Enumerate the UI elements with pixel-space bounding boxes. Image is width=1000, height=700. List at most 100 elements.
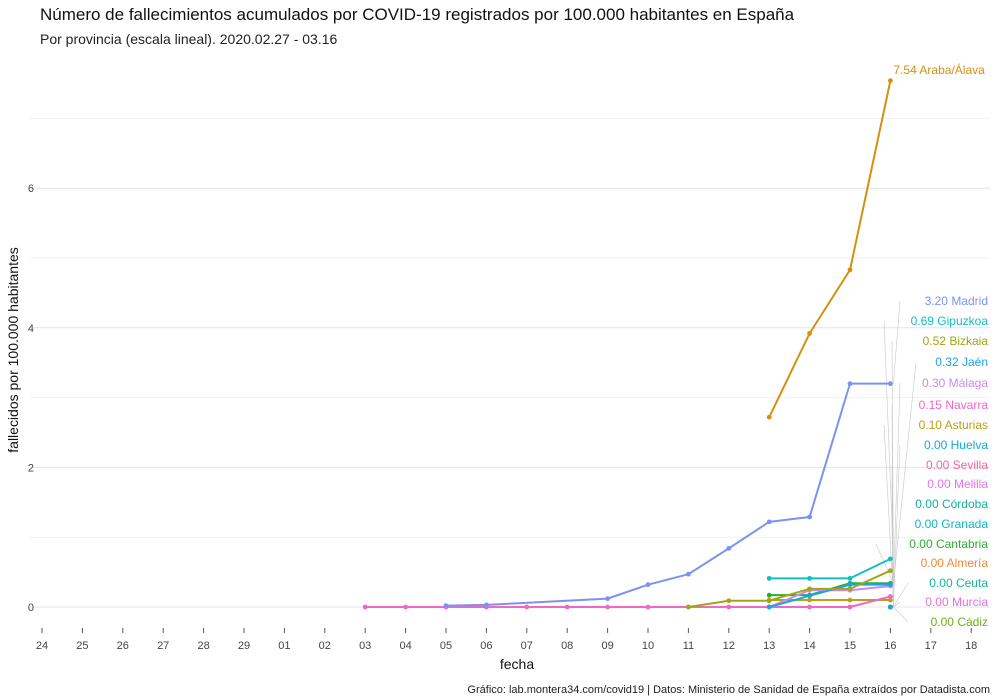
x-axis-title: fecha: [500, 656, 534, 672]
data-point: [888, 604, 893, 610]
data-point: [807, 575, 812, 581]
x-tick-label: 26: [117, 640, 129, 652]
data-point: [807, 586, 812, 592]
series-label: 0.00 Huelva: [924, 438, 988, 452]
series-line-Bizkaia: [688, 569, 891, 608]
data-point: [403, 604, 408, 610]
x-tick-label: 15: [844, 640, 856, 652]
x-tick-label: 24: [36, 640, 48, 652]
data-point: [847, 381, 853, 387]
data-point: [847, 575, 853, 581]
data-point: [443, 603, 449, 609]
data-point: [888, 568, 893, 574]
y-tick-label: 4: [28, 323, 34, 335]
x-tick-label: 27: [157, 640, 169, 652]
leader-line: [875, 543, 894, 584]
series-label: 7.54 Araba/Álava: [893, 62, 985, 77]
x-tick-label: 13: [763, 640, 775, 652]
data-point: [888, 582, 893, 588]
x-tick-label: 25: [76, 640, 88, 652]
leader-line: [893, 361, 917, 585]
data-point: [362, 604, 368, 610]
y-tick-label: 6: [28, 183, 34, 195]
x-tick-label: 14: [803, 640, 815, 652]
leader-line: [893, 606, 909, 623]
data-point: [766, 519, 772, 525]
leader-line: [893, 444, 901, 608]
series-label: 0.00 Cádiz: [931, 615, 988, 629]
data-point: [605, 596, 610, 602]
data-point: [888, 556, 893, 562]
chart-caption: Gráfico: lab.montera34.com/covid19 | Dat…: [467, 684, 990, 696]
data-point: [524, 604, 530, 610]
series-label: 0.00 Melilla: [927, 477, 988, 491]
series-line-Araba/Álava: [768, 80, 892, 418]
x-tick-label: 18: [965, 640, 977, 652]
data-point: [847, 604, 853, 610]
data-point: [807, 514, 812, 520]
data-point: [766, 598, 772, 604]
x-tick-label: 02: [319, 640, 331, 652]
series-label: 0.52 Bizkaia: [923, 334, 989, 348]
series-label: 0.00 Granada: [915, 517, 989, 531]
x-tick-label: 17: [925, 640, 937, 652]
x-tick-label: 06: [480, 640, 492, 652]
data-point: [807, 597, 812, 603]
data-point: [726, 604, 732, 610]
series-label: 0.69 Gipuzkoa: [911, 314, 989, 328]
x-tick-label: 29: [238, 640, 250, 652]
series-label: 0.00 Sevilla: [926, 458, 988, 472]
data-point: [847, 597, 853, 603]
series-label: 0.10 Asturias: [919, 418, 988, 432]
data-point: [766, 575, 772, 581]
data-point: [645, 582, 651, 588]
x-tick-label: 10: [642, 640, 654, 652]
x-tick-label: 07: [521, 640, 533, 652]
series-line-Madrid: [445, 382, 891, 607]
data-point: [847, 586, 853, 592]
series-label: 0.00 Ceuta: [929, 576, 988, 590]
x-tick-label: 09: [601, 640, 613, 652]
chart-subtitle: Por provincia (escala lineal). 2020.02.2…: [40, 31, 338, 47]
series-label: 0.32 Jaén: [935, 355, 988, 369]
series-line-Gipuzkoa: [769, 557, 891, 580]
x-tick-label: 28: [197, 640, 209, 652]
leader-line: [883, 320, 894, 559]
grid-lines: [30, 117, 990, 608]
data-point: [847, 582, 853, 588]
x-tick-label: 16: [884, 640, 896, 652]
x-tick-label: 12: [723, 640, 735, 652]
data-point: [888, 381, 893, 387]
data-point: [726, 598, 732, 604]
series-end-labels: 7.54 Araba/Álava 3.20 Madrid 0.69 Gipuzkoa…: [893, 62, 988, 629]
series-label: 0.15 Navarra: [919, 398, 989, 412]
leader-line: [893, 601, 901, 608]
series-label: 3.20 Madrid: [925, 294, 988, 308]
series-label: 0.00 Córdoba: [915, 497, 988, 511]
x-tick-label: 01: [278, 640, 290, 652]
series-label: 0.00 Murcia: [925, 595, 988, 609]
x-tick-label: 05: [440, 640, 452, 652]
chart-title: Número de fallecimientos acumulados por …: [40, 5, 795, 24]
y-tick-label: 0: [28, 602, 34, 614]
data-point: [847, 267, 853, 273]
data-point: [726, 545, 732, 551]
x-tick-label: 04: [399, 640, 411, 652]
data-point: [888, 594, 893, 599]
series-line-Jaén: [768, 583, 891, 608]
data-point: [888, 597, 893, 603]
data-point: [888, 78, 893, 84]
y-tick-label: 2: [28, 462, 34, 474]
x-tick-label: 11: [683, 640, 694, 652]
leader-line: [893, 382, 901, 587]
x-tick-label: 08: [561, 640, 573, 652]
series-lines: [362, 78, 893, 610]
data-point: [766, 414, 772, 420]
data-point: [686, 604, 691, 610]
leader-line: [893, 300, 901, 384]
data-point: [807, 604, 812, 610]
series-label: 0.00 Almería: [921, 556, 989, 570]
series-label: 0.30 Málaga: [922, 376, 988, 390]
